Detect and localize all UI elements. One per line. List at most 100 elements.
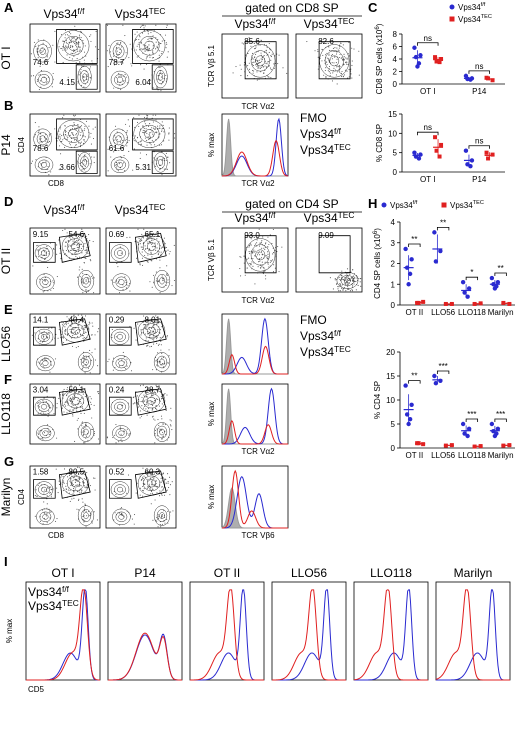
- event-dot: [37, 361, 39, 363]
- event-dot: [70, 52, 72, 54]
- event-dot: [62, 476, 64, 478]
- event-dot: [167, 156, 169, 158]
- event-dot: [348, 69, 350, 71]
- event-dot: [258, 245, 261, 247]
- event-dot: [333, 67, 335, 69]
- histogram-curve: [221, 118, 288, 177]
- event-dot: [165, 409, 167, 412]
- event-dot: [146, 478, 148, 480]
- event-dot: [159, 292, 161, 294]
- event-dot: [76, 243, 79, 245]
- event-dot: [70, 132, 73, 134]
- contour: [42, 514, 49, 520]
- event-dot: [138, 55, 140, 57]
- event-dot: [49, 332, 51, 334]
- event-dot: [77, 499, 80, 501]
- event-dot: [35, 159, 37, 161]
- y-axis-label: % CD8 SP: [375, 124, 384, 162]
- event-dot: [243, 64, 245, 66]
- event-dot: [331, 80, 334, 82]
- event-dot: [36, 245, 38, 247]
- event-dot: [167, 482, 169, 484]
- event-dot: [64, 29, 66, 31]
- event-dot: [325, 75, 327, 78]
- event-dot: [137, 406, 139, 408]
- event-dot: [62, 229, 64, 232]
- event-dot: [160, 247, 162, 249]
- event-dot: [79, 492, 81, 494]
- event-dot: [78, 325, 80, 327]
- event-dot: [165, 42, 167, 44]
- event-dot: [251, 63, 253, 66]
- event-dot: [336, 66, 338, 68]
- event-dot: [159, 169, 161, 171]
- event-dot: [272, 271, 275, 273]
- event-dot: [82, 282, 84, 284]
- event-dot: [118, 163, 120, 165]
- contour: [118, 514, 125, 520]
- event-dot: [345, 290, 347, 292]
- event-dot: [147, 33, 149, 35]
- event-dot: [111, 336, 113, 339]
- event-dot: [168, 355, 170, 357]
- event-dot: [52, 247, 55, 249]
- event-dot: [34, 495, 36, 497]
- event-dot: [78, 321, 80, 324]
- event-dot: [78, 326, 80, 329]
- event-dot: [158, 60, 160, 62]
- event-dot: [266, 255, 268, 257]
- event-dot: [155, 519, 157, 521]
- genotype-header-sup: TEC: [338, 16, 355, 26]
- event-dot: [56, 402, 58, 405]
- flow-plot: [105, 23, 177, 93]
- event-dot: [93, 162, 95, 164]
- event-dot: [38, 256, 40, 258]
- event-dot: [42, 400, 44, 402]
- event-dot: [87, 252, 89, 254]
- event-dot: [64, 129, 66, 132]
- event-dot: [339, 276, 341, 278]
- event-dot: [116, 142, 118, 144]
- contour: [57, 30, 90, 62]
- event-dot: [264, 261, 266, 263]
- event-dot: [262, 265, 264, 267]
- event-dot: [166, 489, 168, 491]
- event-dot: [81, 490, 83, 492]
- event-dot: [73, 115, 75, 117]
- data-point: [433, 259, 439, 264]
- event-dot: [89, 372, 91, 374]
- gate: [132, 29, 174, 64]
- event-dot: [338, 286, 340, 288]
- event-dot: [76, 257, 78, 259]
- event-dot: [69, 388, 71, 390]
- event-dot: [80, 327, 82, 329]
- event-dot: [69, 237, 71, 239]
- event-dot: [360, 285, 362, 287]
- legend-marker: [441, 202, 447, 208]
- event-dot: [271, 243, 273, 245]
- event-dot: [265, 275, 267, 277]
- event-dot: [341, 284, 344, 286]
- event-dot: [347, 288, 349, 291]
- event-dot: [141, 405, 143, 407]
- gate: [318, 41, 351, 80]
- event-dot: [136, 56, 138, 58]
- event-dot: [165, 433, 167, 436]
- event-dot: [354, 277, 356, 279]
- event-dot: [346, 70, 348, 72]
- event-dot: [42, 523, 44, 525]
- event-dot: [51, 86, 53, 88]
- event-dot: [47, 81, 49, 83]
- event-dot: [343, 53, 345, 55]
- event-dot: [174, 137, 176, 139]
- genotype-header-sup: f/f: [269, 16, 277, 26]
- histogram-title: LLO56: [291, 566, 327, 580]
- event-dot: [82, 245, 84, 247]
- contour: [71, 396, 80, 405]
- event-dot: [257, 67, 259, 69]
- event-dot: [258, 254, 261, 256]
- event-dot: [83, 139, 86, 141]
- histogram-curve: [271, 589, 346, 681]
- event-dot: [67, 240, 69, 242]
- event-dot: [156, 428, 158, 430]
